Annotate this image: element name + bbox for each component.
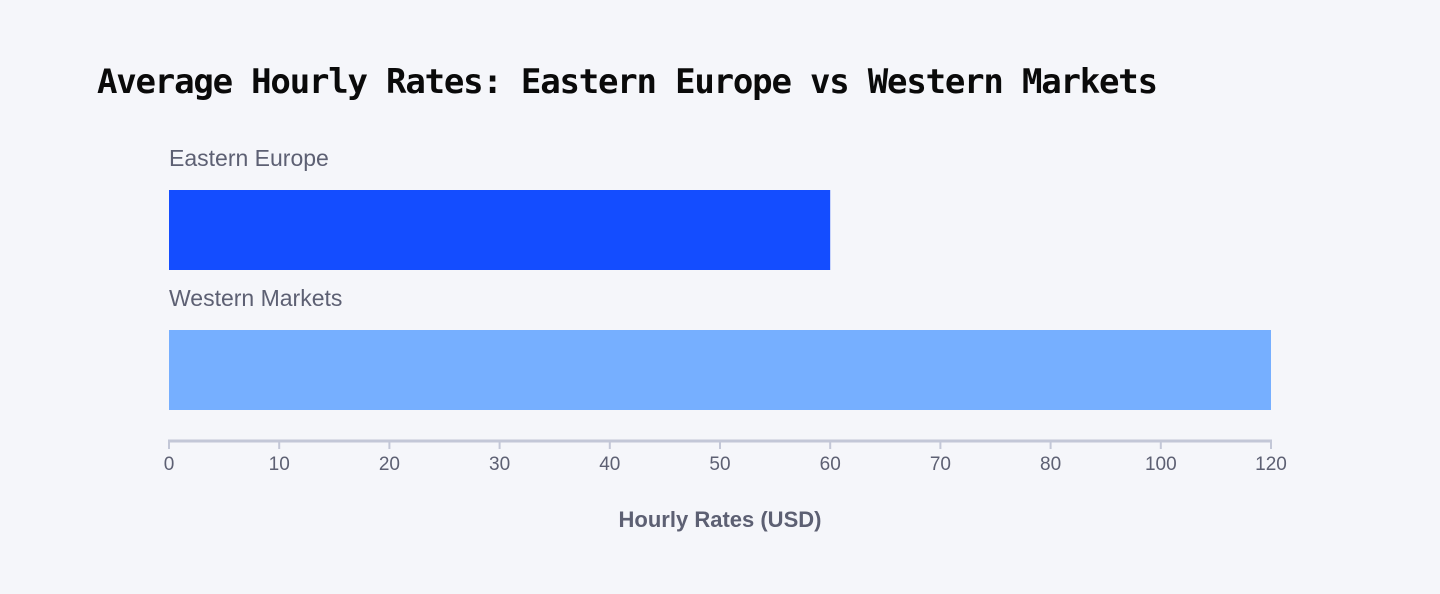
x-tick-label: 70 — [930, 454, 951, 475]
category-label: Western Markets — [169, 285, 342, 311]
x-axis-ticks: 0 10 20 30 40 50 60 70 80 100 120 — [164, 441, 1287, 475]
x-tick-label: 10 — [269, 454, 290, 475]
x-tick-label: 50 — [709, 454, 730, 475]
x-tick-label: 30 — [489, 454, 510, 475]
x-axis-title: Hourly Rates (USD) — [619, 507, 822, 532]
x-tick-label: 100 — [1145, 454, 1177, 475]
bar — [169, 330, 1271, 410]
x-tick-label: 40 — [599, 454, 620, 475]
category-label: Eastern Europe — [169, 145, 329, 171]
x-tick-label: 20 — [379, 454, 400, 475]
chart-title: Average Hourly Rates: Eastern Europe vs … — [97, 62, 1158, 102]
x-tick-label: 80 — [1040, 454, 1061, 475]
x-tick-label: 120 — [1255, 454, 1287, 475]
x-tick-label: 60 — [820, 454, 841, 475]
bars: Eastern Europe Western Markets — [169, 145, 1271, 410]
bar — [169, 190, 831, 270]
x-tick-label: 0 — [164, 454, 175, 475]
